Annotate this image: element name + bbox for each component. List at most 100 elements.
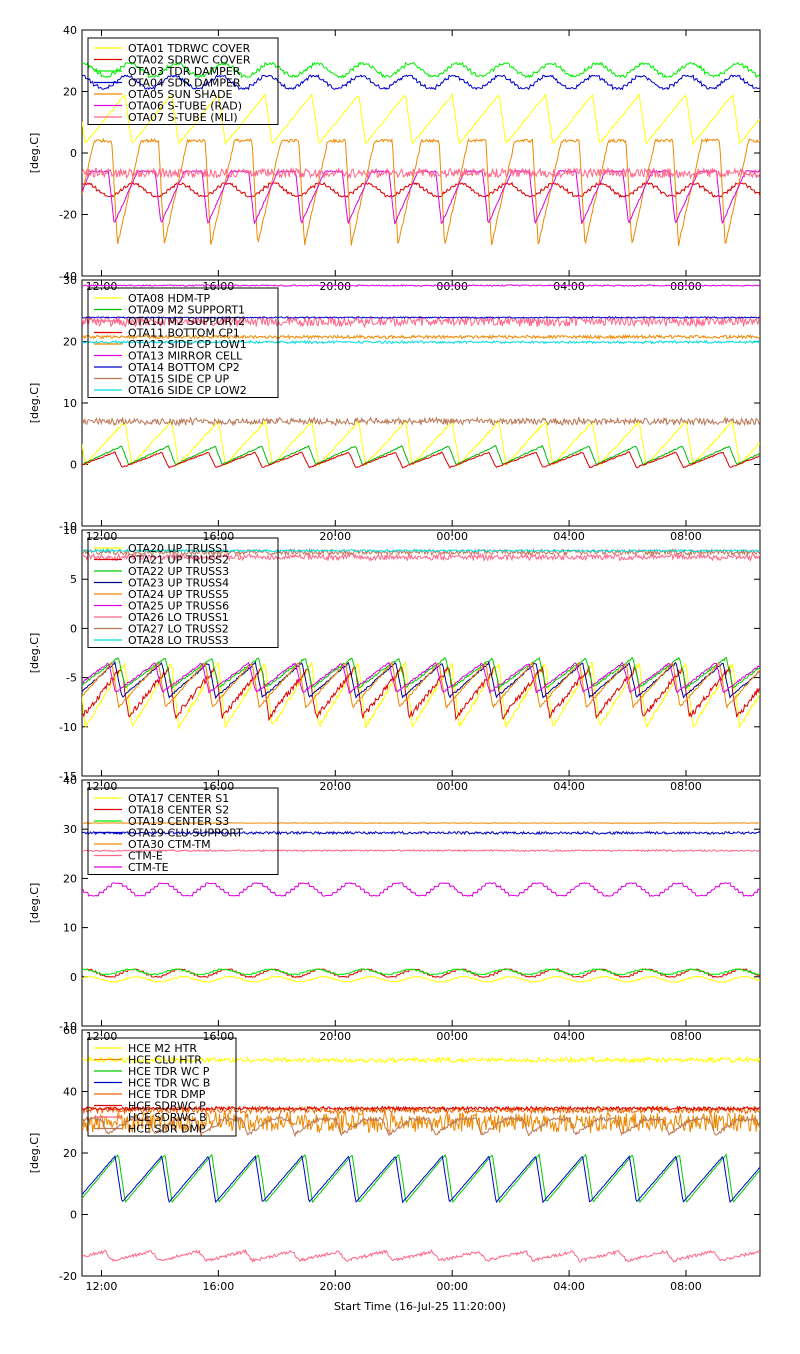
x-tick-label: 20:00 <box>319 1280 351 1293</box>
y-axis-label: [deg.C] <box>28 883 41 924</box>
legend-label: OTA10 M2 SUPPORT2 <box>128 315 245 328</box>
series-line <box>82 547 760 557</box>
series-line <box>82 1153 760 1204</box>
legend-label: OTA28 LO TRUSS3 <box>128 634 229 647</box>
legend-label: OTA17 CENTER S1 <box>128 792 229 805</box>
chart-panel-5: 60 40 20 0 -20 12:00 16:00 20:00 00:00 04:00 08:00… <box>28 1024 761 1293</box>
legend-label: HCE SDRWC B <box>128 1111 207 1124</box>
legend-label: OTA06 S-TUBE (RAD) <box>128 100 242 113</box>
y-tick-label: 10 <box>63 922 77 935</box>
legend-label: OTA29 CLU SUPPORT <box>128 827 243 840</box>
y-tick-label: 0 <box>70 971 77 984</box>
series-line <box>82 1055 760 1065</box>
x-tick-label: 20:00 <box>319 280 351 293</box>
y-axis-label: [deg.C] <box>28 133 41 174</box>
y-tick-label: 0 <box>70 622 77 635</box>
legend-label: OTA05 SUN SHADE <box>128 88 233 101</box>
y-tick-label: -5 <box>66 672 77 685</box>
x-tick-label: 20:00 <box>319 1030 351 1043</box>
legend-label: HCE TDR WC B <box>128 1077 210 1090</box>
x-tick-label: 16:00 <box>203 1030 235 1043</box>
x-tick-label: 08:00 <box>670 780 702 793</box>
series-line <box>82 551 760 563</box>
x-tick-label: 00:00 <box>436 780 468 793</box>
plot-frame <box>81 529 761 777</box>
legend-label: OTA03 TDR DAMPER <box>128 65 241 78</box>
legend-label: OTA08 HDM-TP <box>128 292 210 305</box>
legend-label: HCE M2 HTR <box>128 1042 197 1055</box>
legend-label: OTA22 UP TRUSS3 <box>128 565 229 578</box>
x-tick-label: 12:00 <box>86 780 118 793</box>
series-line <box>82 661 760 695</box>
y-tick-label: 30 <box>63 274 77 287</box>
legend-label: OTA30 CTM-TM <box>128 838 211 851</box>
y-tick-label: 20 <box>63 86 77 99</box>
series-group <box>82 547 760 730</box>
y-tick-label: -20 <box>59 1270 77 1283</box>
series-line <box>82 1104 760 1116</box>
series-line <box>82 881 760 898</box>
series-line <box>82 830 760 836</box>
legend-label: OTA07 S-TUBE (MLI) <box>128 111 238 124</box>
series-line <box>82 61 760 79</box>
x-tick-label: 00:00 <box>436 530 468 543</box>
series-group <box>82 284 760 469</box>
y-tick-label: 20 <box>63 336 77 349</box>
x-tick-label: 04:00 <box>553 1280 585 1293</box>
x-tick-label: 00:00 <box>436 280 468 293</box>
series-line <box>82 416 760 427</box>
legend-label: OTA24 UP TRUSS5 <box>128 588 229 601</box>
legend-label: OTA02 SDRWC COVER <box>128 54 251 67</box>
series-line <box>82 92 760 146</box>
legend-label: OTA09 M2 SUPPORT1 <box>128 304 245 317</box>
y-tick-label: -10 <box>59 721 77 734</box>
x-tick-label: 16:00 <box>203 1280 235 1293</box>
series-line <box>82 822 760 824</box>
series-group <box>82 61 760 246</box>
y-tick-label: -10 <box>59 1020 77 1033</box>
x-tick-label: 08:00 <box>670 280 702 293</box>
series-line <box>82 166 760 180</box>
y-tick-label: 10 <box>63 524 77 537</box>
legend-box <box>87 1037 237 1137</box>
y-tick-label: 20 <box>63 872 77 885</box>
series-line <box>82 660 760 710</box>
plot-frame <box>81 779 761 1027</box>
legend-label: OTA13 MIRROR CELL <box>128 350 243 363</box>
series-group <box>82 822 760 983</box>
legend-label: OTA16 SIDE CP LOW2 <box>128 384 247 397</box>
y-tick-label: 30 <box>63 823 77 836</box>
legend-label: OTA01 TDRWC COVER <box>128 42 251 55</box>
series-line <box>82 333 760 340</box>
x-tick-label: 12:00 <box>86 530 118 543</box>
x-tick-label: 04:00 <box>553 530 585 543</box>
y-axis-label: [deg.C] <box>28 1133 41 1174</box>
series-line <box>82 339 760 345</box>
y-tick-label: 10 <box>63 397 77 410</box>
series-line <box>82 451 760 469</box>
legend-label: OTA15 SIDE CP UP <box>128 373 230 386</box>
x-tick-label: 12:00 <box>86 1030 118 1043</box>
legend-label: HCE TDR WC P <box>128 1065 210 1078</box>
series-line <box>82 968 760 976</box>
chart-panel-2: 30 20 10 0 -10 12:00 16:00 20:00 00:00 04:00 08:00… <box>28 274 761 543</box>
y-tick-label: -15 <box>59 770 77 783</box>
legend-label: OTA11 BOTTOM CP1 <box>128 327 240 340</box>
legend-label: CTM-E <box>128 850 163 863</box>
legend-label: OTA26 LO TRUSS1 <box>128 611 229 624</box>
y-tick-label: 60 <box>63 1024 77 1037</box>
legend-label: CTM-TE <box>128 861 169 874</box>
x-tick-label: 08:00 <box>670 530 702 543</box>
legend-label: OTA04 SDR DAMPER <box>128 77 241 90</box>
series-line <box>82 975 760 983</box>
legend-label: OTA25 UP TRUSS6 <box>128 600 229 613</box>
legend-box <box>87 287 279 398</box>
legend-label: HCE TDR DMP <box>128 1088 206 1101</box>
legend-label: OTA12 SIDE CP LOW1 <box>128 338 247 351</box>
legend-label: HCE SDR DMP <box>128 1123 206 1136</box>
y-axis-label: [deg.C] <box>28 383 41 424</box>
x-tick-label: 08:00 <box>670 1280 702 1293</box>
series-line <box>82 1115 760 1138</box>
